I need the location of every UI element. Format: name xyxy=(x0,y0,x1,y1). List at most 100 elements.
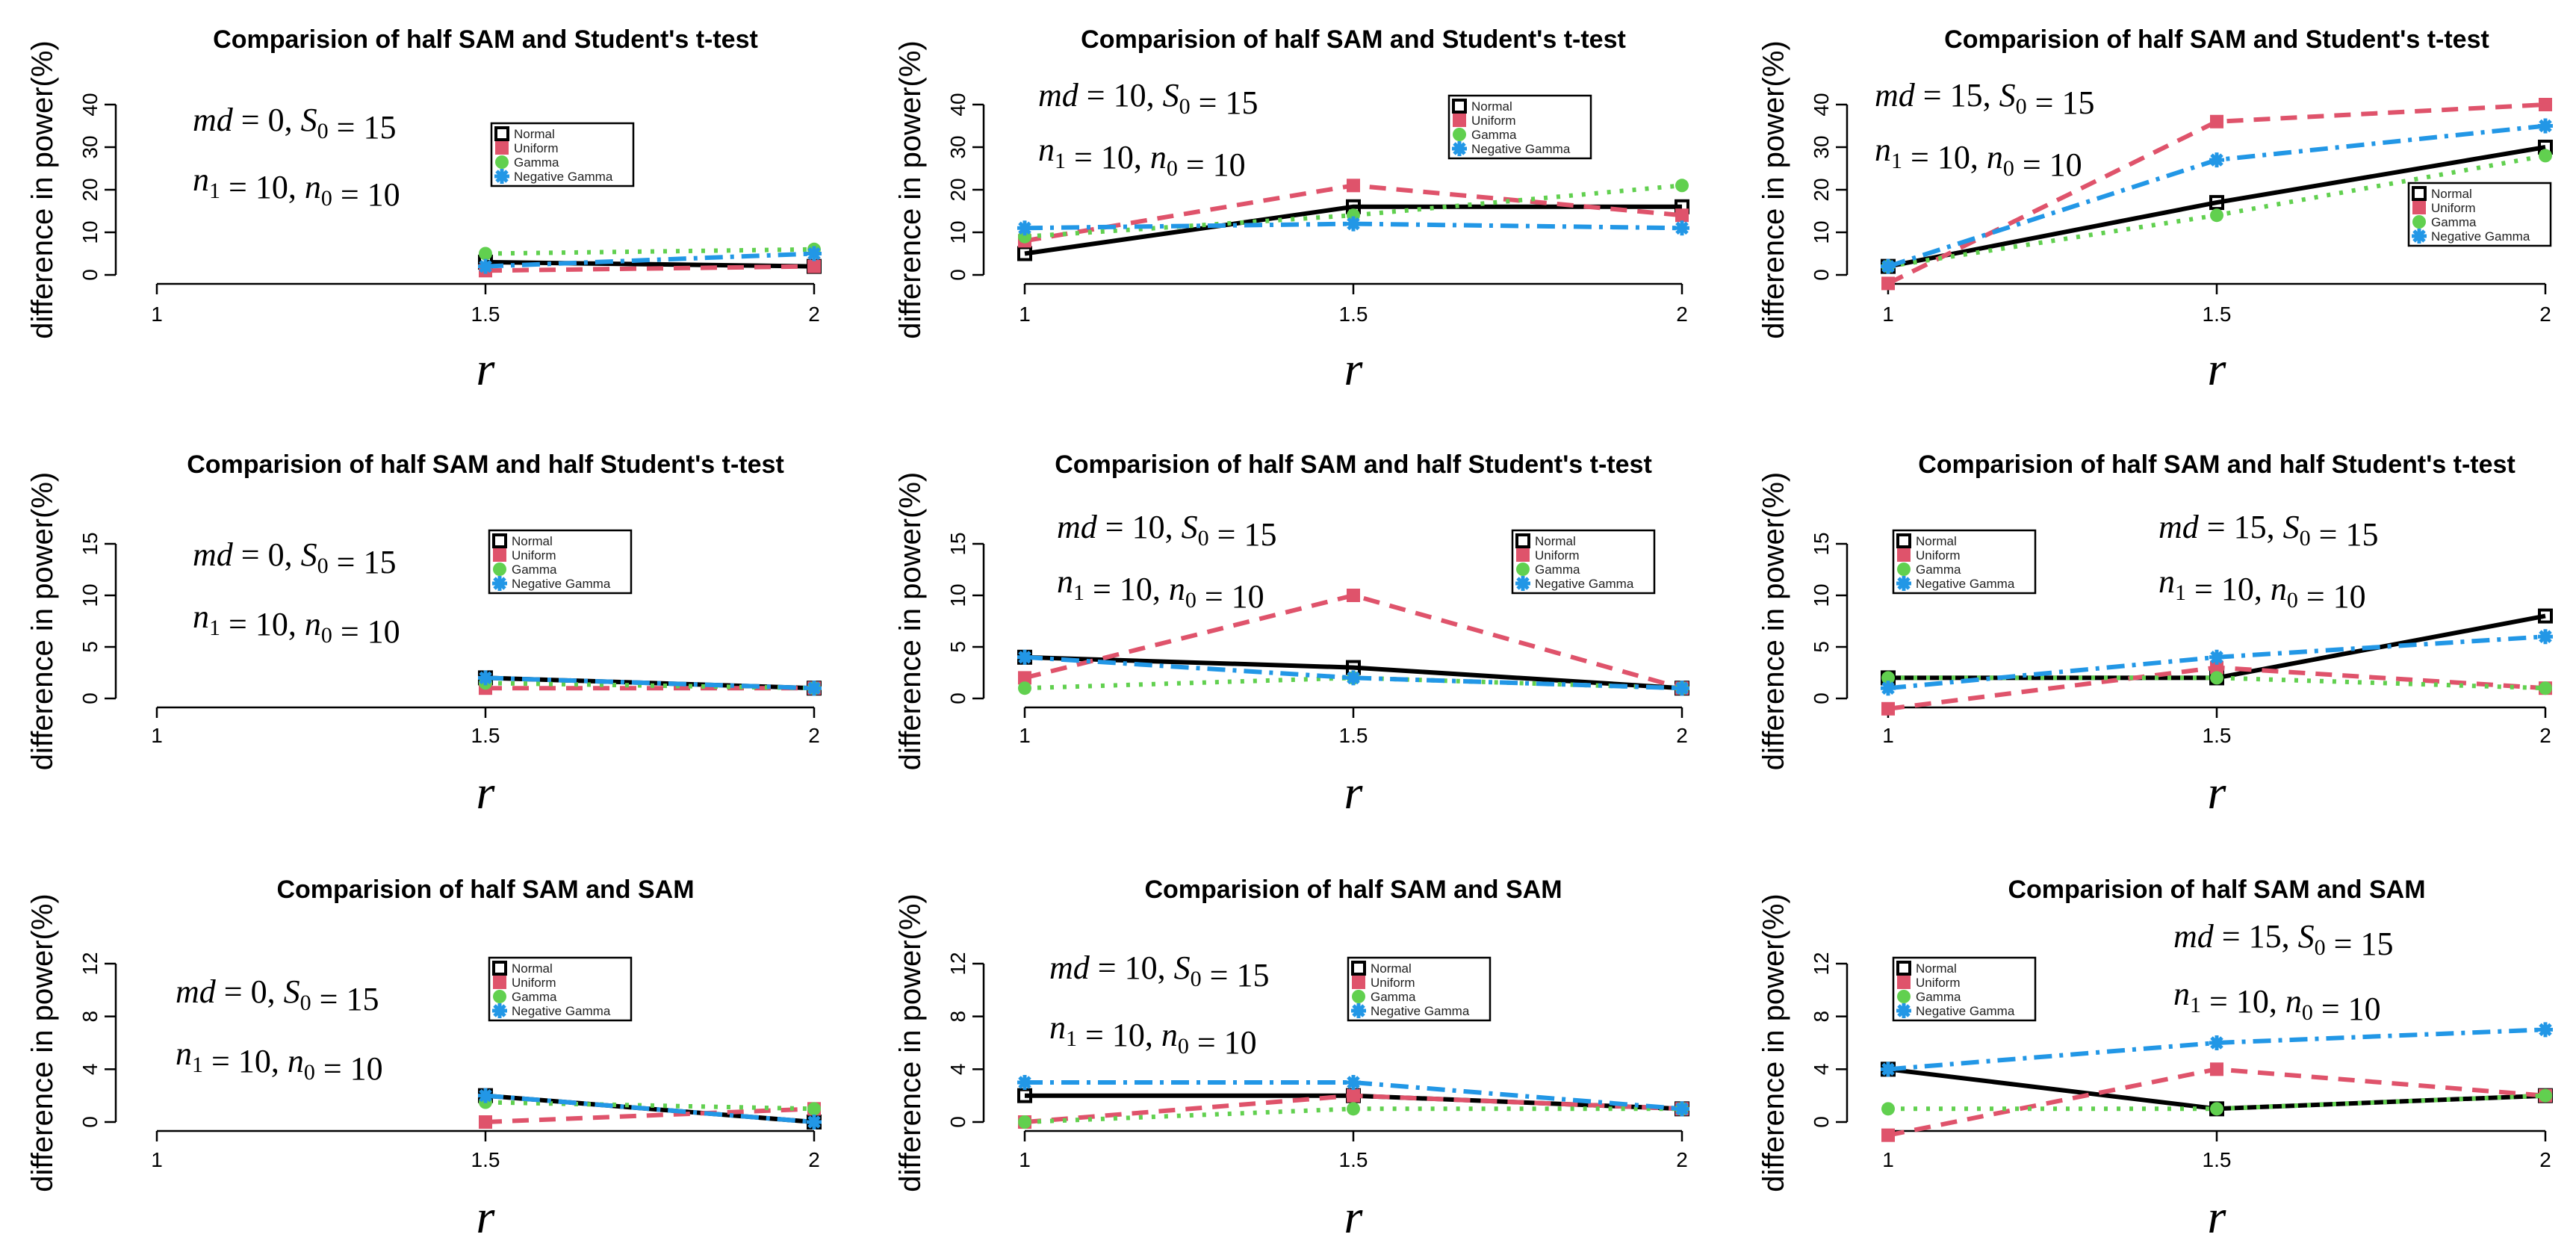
chart-panel-1: Comparision of half SAM and Student's t-… xyxy=(26,25,822,395)
data-point xyxy=(1347,1088,1360,1103)
series-line-gamma xyxy=(1024,675,1683,691)
data-point xyxy=(2538,118,2553,134)
y-tick-label: 5 xyxy=(78,641,102,653)
x-tick-label: 1 xyxy=(151,1148,163,1171)
data-point xyxy=(1347,179,1360,193)
series-line-gamma xyxy=(485,247,815,256)
legend-symbol xyxy=(493,563,506,576)
data-point xyxy=(2210,660,2223,675)
x-tick-label: 2 xyxy=(808,724,820,747)
data-point xyxy=(1018,671,1031,685)
panel-title: Comparision of half SAM and Student's t-… xyxy=(1081,25,1626,54)
data-point xyxy=(2538,608,2553,624)
data-point xyxy=(2210,114,2223,128)
legend-label: Negative Gamma xyxy=(1535,577,1634,591)
y-tick-label: 8 xyxy=(78,1011,102,1023)
annotation-md-s0: md = 15, S0 = 15 xyxy=(1875,77,2094,121)
chart-panel-7: Comparision of half SAM and SAM differenc… xyxy=(26,876,822,1243)
data-point xyxy=(1346,216,1361,232)
legend-label: Uniform xyxy=(512,976,556,990)
x-tick-label: 1 xyxy=(1882,303,1894,326)
y-tick-label: 20 xyxy=(946,178,969,201)
x-tick-label: 2 xyxy=(808,303,820,326)
legend-label: Uniform xyxy=(514,141,559,155)
annotation-md-s0: md = 10, S0 = 15 xyxy=(1049,949,1269,994)
legend-symbol xyxy=(495,141,509,155)
x-axis-label: r xyxy=(1344,1190,1364,1243)
y-tick-label: 12 xyxy=(946,952,969,975)
x-tick-label: 2 xyxy=(1676,303,1688,326)
legend-symbol xyxy=(1515,533,1530,548)
y-tick-label: 40 xyxy=(1810,93,1833,116)
y-axis-label: difference in power(%) xyxy=(1757,40,1790,338)
data-point xyxy=(1881,276,1895,291)
x-tick-label: 1.5 xyxy=(1339,1148,1368,1171)
y-tick-label: 10 xyxy=(78,220,102,244)
legend-symbol xyxy=(495,155,509,169)
legend-symbol xyxy=(1897,563,1911,576)
data-point xyxy=(479,247,492,261)
legend-symbol xyxy=(1453,128,1466,141)
data-point xyxy=(1675,681,1689,696)
legend-label: Uniform xyxy=(512,548,556,563)
legend-symbol xyxy=(493,548,506,562)
legend-label: Normal xyxy=(514,127,555,141)
legend-symbol xyxy=(1896,961,1911,976)
y-tick-label: 10 xyxy=(78,583,102,607)
y-tick-label: 4 xyxy=(78,1064,102,1076)
legend-box xyxy=(1347,956,1492,1022)
y-tick-label: 0 xyxy=(1810,1116,1833,1128)
legend-label: Gamma xyxy=(514,155,559,170)
annotation-md-s0: md = 15, S0 = 15 xyxy=(2158,509,2378,553)
data-point xyxy=(2209,152,2224,168)
y-tick-label: 0 xyxy=(1810,269,1833,281)
chart-panel-2: Comparision of half SAM and Student's t-… xyxy=(894,25,1689,395)
x-axis-label: r xyxy=(2208,1190,2227,1243)
chart-panel-8: Comparision of half SAM and SAM differenc… xyxy=(894,876,1689,1243)
annotation-n1-n0: n1 = 10, n0 = 10 xyxy=(176,1035,383,1087)
legend-symbol xyxy=(1452,141,1467,156)
legend-label: Normal xyxy=(2431,187,2472,201)
x-tick-label: 1.5 xyxy=(471,724,500,747)
data-point xyxy=(1017,649,1032,665)
data-point xyxy=(807,246,822,261)
legend-label: Gamma xyxy=(1371,990,1416,1004)
y-axis-label: difference in power(%) xyxy=(894,472,927,770)
series-line-gamma xyxy=(1024,1106,1682,1124)
legend-symbol xyxy=(1352,990,1365,1003)
legend-symbol xyxy=(2412,215,2426,229)
data-point xyxy=(1881,1128,1895,1142)
y-tick-label: 20 xyxy=(78,178,102,201)
legend-symbol xyxy=(1896,1003,1911,1018)
chart-panel-4: Comparision of half SAM and half Student… xyxy=(26,450,822,819)
x-axis-label: r xyxy=(2208,766,2227,819)
legend-label: Uniform xyxy=(1916,548,1961,563)
panel-title: Comparision of half SAM and Student's t-… xyxy=(1944,25,2489,54)
y-tick-label: 30 xyxy=(78,135,102,158)
data-point xyxy=(1017,220,1032,236)
data-point xyxy=(1346,670,1361,686)
legend-label: Gamma xyxy=(1916,990,1961,1004)
series-line-gamma xyxy=(1024,183,1683,239)
data-point xyxy=(2210,208,2223,223)
y-axis-label: difference in power(%) xyxy=(26,40,59,338)
panel-title: Comparision of half SAM and half Student… xyxy=(1918,450,2516,479)
y-tick-label: 15 xyxy=(78,532,102,555)
data-point xyxy=(1017,1075,1032,1090)
y-tick-label: 12 xyxy=(78,952,102,975)
data-point xyxy=(1347,589,1360,602)
panel-title: Comparision of half SAM and SAM xyxy=(276,876,694,904)
x-axis-label: r xyxy=(1344,342,1364,395)
x-tick-label: 1 xyxy=(151,303,163,326)
legend-label: Gamma xyxy=(1535,563,1580,577)
data-point xyxy=(807,259,821,273)
x-tick-label: 1 xyxy=(1019,1148,1031,1171)
data-point xyxy=(1881,1062,1896,1077)
series-line-uniform xyxy=(485,1106,815,1124)
legend-label: Gamma xyxy=(512,990,557,1004)
data-point xyxy=(1347,1102,1360,1116)
